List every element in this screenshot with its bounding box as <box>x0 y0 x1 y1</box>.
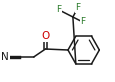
Text: F: F <box>56 5 61 15</box>
Text: O: O <box>41 31 49 41</box>
Text: F: F <box>75 4 80 12</box>
Text: N: N <box>1 52 9 62</box>
Text: F: F <box>79 17 85 26</box>
